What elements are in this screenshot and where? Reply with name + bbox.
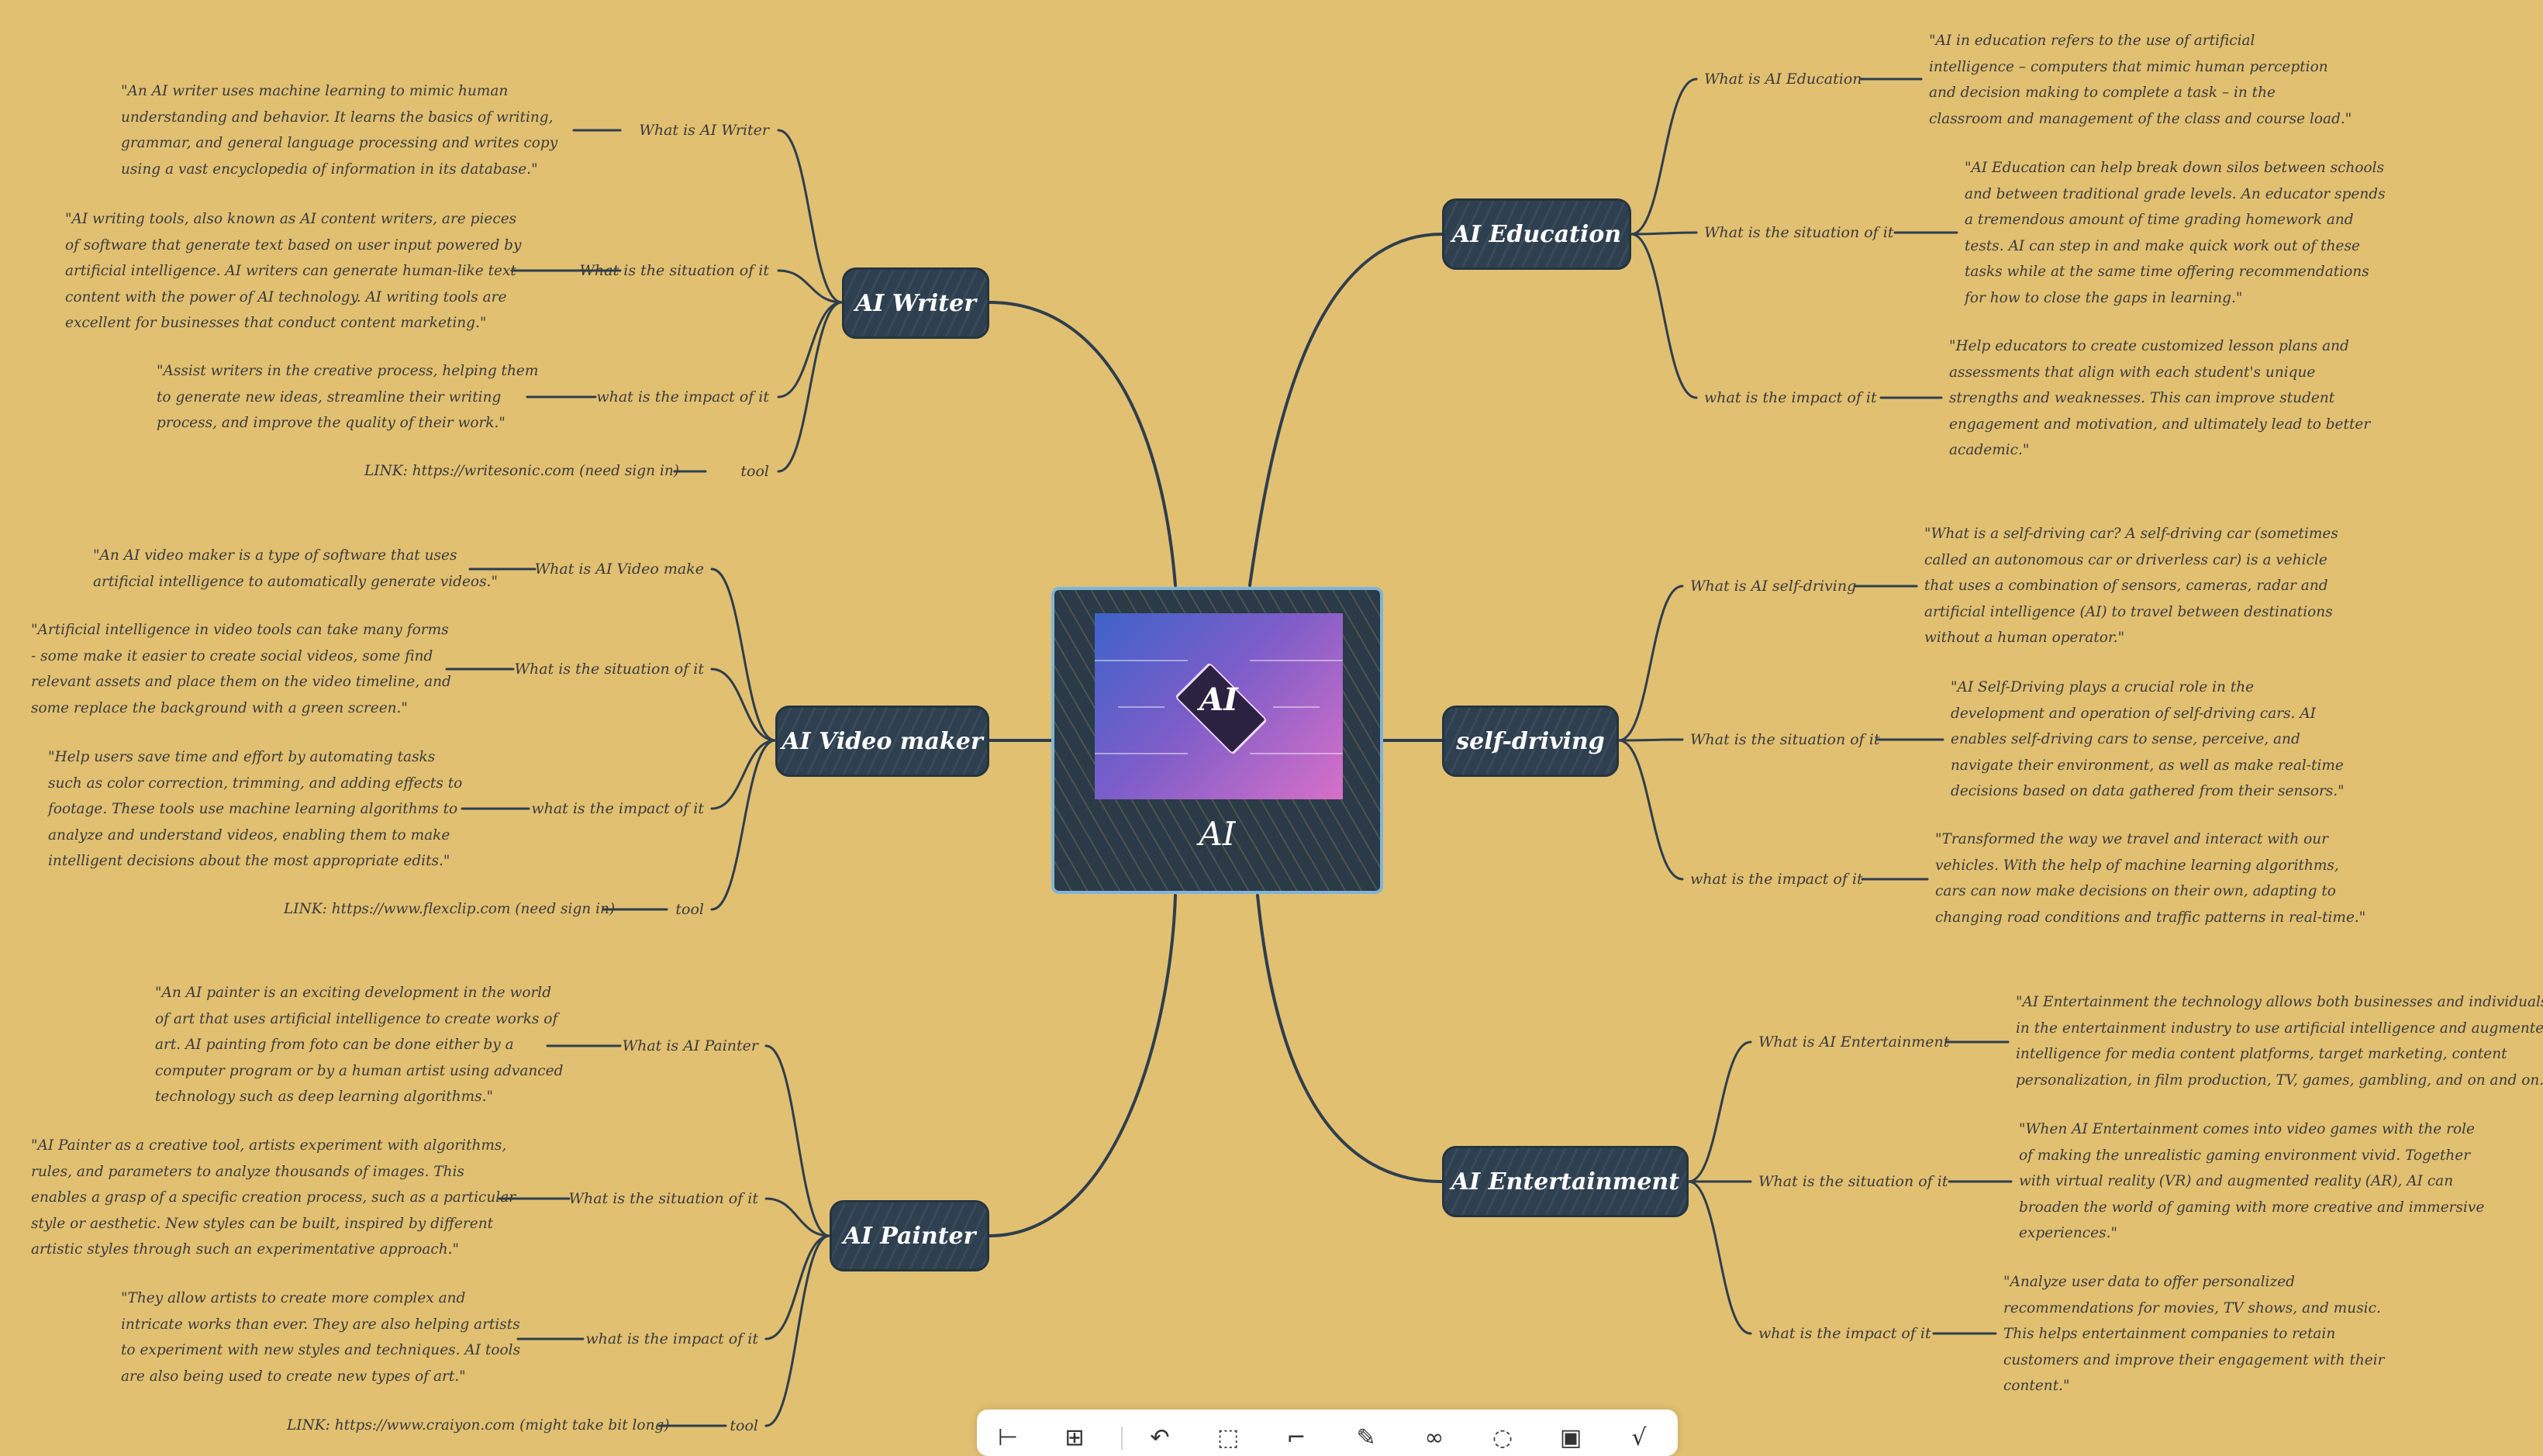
- subtopic-label[interactable]: what is the impact of it: [1758, 1325, 1931, 1342]
- connector-line: [1687, 1040, 1752, 1183]
- connector-line: [777, 129, 844, 304]
- connector-line: [710, 568, 777, 742]
- topic-ai-writer[interactable]: AI Writer: [842, 267, 989, 339]
- connector-line: [764, 1234, 831, 1427]
- connector-line: [764, 1234, 831, 1340]
- connector-line: [988, 894, 1177, 1237]
- central-topic[interactable]: AI AI: [1051, 587, 1383, 894]
- topic-label: AI Video maker: [782, 727, 983, 755]
- note-text: "Help educators to create customized les…: [1949, 338, 2371, 458]
- subtopic-icon[interactable]: ⊢: [997, 1424, 1019, 1451]
- note-text: "Help users save time and effort by auto…: [48, 749, 463, 869]
- connector-line: [777, 269, 844, 304]
- note-text: "AI Education can help break down silos …: [1965, 160, 2386, 306]
- boundary-icon[interactable]: ⬚: [1216, 1424, 1240, 1451]
- relationship-icon[interactable]: ↶: [1150, 1424, 1170, 1451]
- subtopic-label[interactable]: tool: [730, 1417, 758, 1434]
- topic-label: AI Writer: [854, 289, 977, 317]
- note-text: "When AI Entertainment comes into video …: [2019, 1121, 2485, 1241]
- connector-line: [1256, 894, 1444, 1183]
- link-text[interactable]: LINK: https://www.craiyon.com (might tak…: [287, 1417, 670, 1434]
- note-text: "An AI writer uses machine learning to m…: [121, 83, 558, 178]
- subtopic-label[interactable]: What is the situation of it: [514, 661, 704, 678]
- connector-line: [1617, 585, 1684, 742]
- connector-line: [777, 301, 844, 399]
- subtopic-label[interactable]: What is the situation of it: [568, 1190, 758, 1207]
- connector-line: [1248, 233, 1444, 587]
- note-text: "What is a self-driving car? A self-driv…: [1924, 526, 2338, 646]
- summary-icon[interactable]: ⌐: [1286, 1424, 1306, 1451]
- topic-ai-painter[interactable]: AI Painter: [830, 1200, 989, 1271]
- connector-line: [1687, 1180, 1752, 1335]
- note-text: "AI Entertainment the technology allows …: [2016, 994, 2543, 1089]
- subtopic-label[interactable]: What is the situation of it: [1758, 1173, 1948, 1190]
- topic-ai-entertainment[interactable]: AI Entertainment: [1442, 1146, 1689, 1217]
- formula-icon[interactable]: √: [1631, 1424, 1647, 1451]
- subtopic-label[interactable]: What is the situation of it: [579, 262, 769, 279]
- subtopic-label[interactable]: What is AI Writer: [639, 122, 769, 139]
- topic-ai-video-maker[interactable]: AI Video maker: [775, 706, 989, 777]
- note-text: "Assist writers in the creative process,…: [157, 363, 539, 431]
- topic-label: AI Education: [1451, 220, 1622, 248]
- connector-line: [710, 668, 777, 742]
- connector-line: [988, 301, 1177, 587]
- connector-line: [710, 739, 777, 911]
- subtopic-label[interactable]: tool: [675, 901, 704, 918]
- topic-ai-education[interactable]: AI Education: [1442, 198, 1631, 270]
- topic-self-driving[interactable]: self-driving: [1442, 706, 1619, 777]
- image-icon[interactable]: ▣: [1559, 1424, 1582, 1451]
- note-text: "AI writing tools, also known as AI cont…: [65, 211, 522, 331]
- note-text: "AI in education refers to the use of ar…: [1929, 33, 2352, 127]
- note-text: "AI Self-Driving plays a crucial role in…: [1951, 679, 2345, 799]
- subtopic-label[interactable]: What is the situation of it: [1690, 731, 1880, 748]
- note-text: "Analyze user data to offer personalized…: [2003, 1274, 2385, 1394]
- toolbar-divider: [1121, 1427, 1123, 1450]
- connector-line: [777, 301, 844, 473]
- subtopic-label[interactable]: tool: [740, 463, 769, 480]
- note-text: "They allow artists to create more compl…: [121, 1290, 521, 1385]
- chip-label: AI: [1199, 681, 1238, 718]
- note-text: "Artificial intelligence in video tools …: [31, 622, 451, 716]
- connector-line: [1630, 233, 1698, 399]
- note-text: "AI Painter as a creative tool, artists …: [31, 1137, 516, 1258]
- topic-label: AI Painter: [843, 1222, 976, 1250]
- subtopic-label[interactable]: What is AI Entertainment: [1758, 1033, 1950, 1051]
- topic-label: self-driving: [1456, 727, 1605, 755]
- subtopic-label[interactable]: What is AI self-driving: [1690, 578, 1857, 595]
- note-icon[interactable]: ✎: [1356, 1424, 1376, 1451]
- connector-line: [1617, 739, 1684, 881]
- bottom-toolbar: ⊢ ⊞ ↶ ⬚ ⌐ ✎ ∞ ◌ ▣ √: [977, 1409, 1678, 1456]
- central-topic-title: AI: [1199, 815, 1236, 853]
- connector-line: [764, 1197, 831, 1237]
- link-text[interactable]: LINK: https://www.flexclip.com (need sig…: [284, 901, 616, 917]
- sibling-topic-icon[interactable]: ⊞: [1064, 1424, 1085, 1451]
- subtopic-label[interactable]: what is the impact of it: [585, 1330, 758, 1347]
- link-text[interactable]: LINK: https://writesonic.com (need sign …: [364, 463, 679, 479]
- subtopic-label[interactable]: what is the impact of it: [1690, 871, 1863, 888]
- connector-line: [1630, 231, 1698, 236]
- subtopic-label[interactable]: What is AI Video make: [534, 561, 704, 578]
- subtopic-label[interactable]: What is the situation of it: [1704, 224, 1894, 241]
- link-icon[interactable]: ∞: [1424, 1424, 1444, 1451]
- subtopic-label[interactable]: What is AI Painter: [622, 1037, 758, 1054]
- connector-line: [764, 1044, 831, 1237]
- note-text: "Transformed the way we travel and inter…: [1935, 831, 2366, 926]
- note-text: "An AI painter is an exciting developmen…: [155, 985, 564, 1105]
- subtopic-label[interactable]: what is the impact of it: [1704, 389, 1877, 406]
- ai-chip-image: AI: [1095, 613, 1343, 799]
- label-icon[interactable]: ◌: [1492, 1424, 1513, 1451]
- note-text: "An AI video maker is a type of software…: [93, 547, 498, 590]
- topic-label: AI Entertainment: [1451, 1168, 1680, 1196]
- subtopic-label[interactable]: what is the impact of it: [531, 800, 704, 817]
- connector-line: [710, 739, 777, 810]
- subtopic-label[interactable]: what is the impact of it: [596, 388, 769, 405]
- connector-line: [1630, 78, 1698, 236]
- subtopic-label[interactable]: What is AI Education: [1704, 71, 1862, 88]
